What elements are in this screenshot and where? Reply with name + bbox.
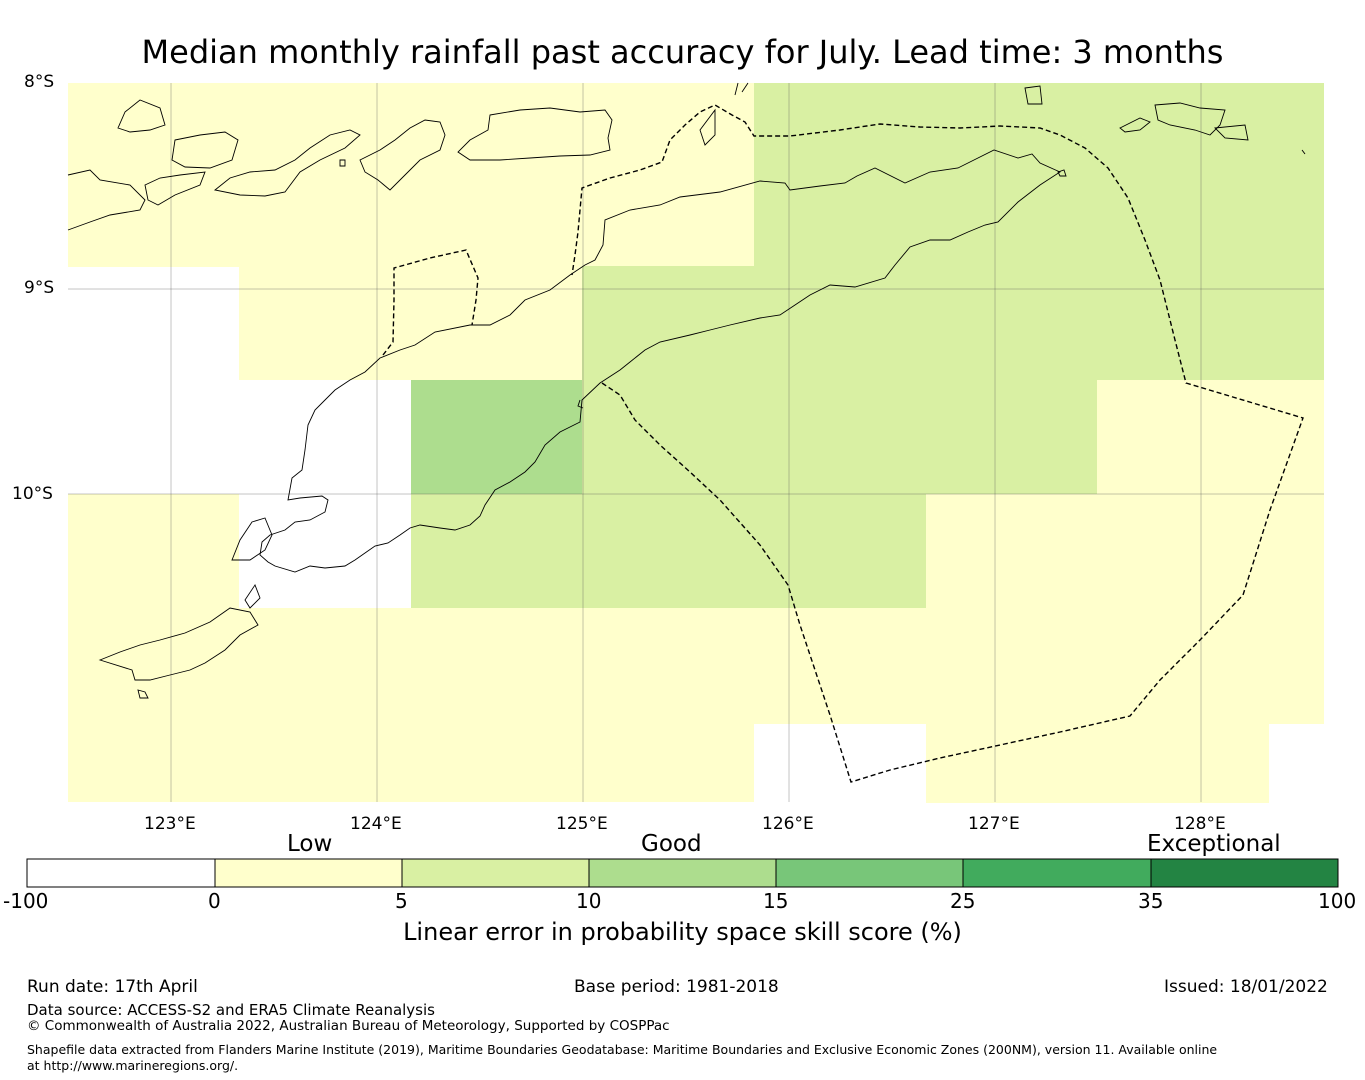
- colorbar-tick: -100: [3, 889, 49, 913]
- coastline-north-misc: [734, 82, 749, 96]
- run-date: Run date: 17th April: [27, 977, 198, 997]
- colorbar-segment: [26, 858, 216, 888]
- cell-good: [582, 266, 1324, 380]
- coastline-flores-east: [67, 169, 146, 231]
- coastline-tiny-3: [339, 159, 346, 167]
- coastline-lembata: [117, 99, 166, 133]
- map-title: Median monthly rainfall past accuracy fo…: [141, 33, 1224, 71]
- coastline-jaco: [699, 108, 716, 146]
- colorbar-tick: 10: [576, 889, 602, 913]
- coastline-alor: [171, 131, 239, 169]
- shapefile-note: Shapefile data extracted from Flanders M…: [27, 1042, 1218, 1073]
- lon-label: 126°E: [762, 814, 814, 834]
- cell-low: [926, 494, 1324, 724]
- coastline-wetar: [457, 107, 613, 161]
- cell-low: [239, 266, 582, 380]
- colorbar-category-good: Good: [641, 831, 702, 857]
- coastline-lakor: [1214, 124, 1249, 141]
- coastline-leti: [1119, 117, 1151, 133]
- colorbar-tick: 15: [763, 889, 789, 913]
- colorbar-label: Linear error in probability space skill …: [403, 918, 962, 946]
- colorbar-segment: [962, 858, 1152, 888]
- coastline-atauro: [359, 119, 446, 191]
- issued-date: Issued: 18/01/2022: [1164, 977, 1328, 997]
- cell-good: [582, 380, 1097, 494]
- copyright: © Commonwealth of Australia 2022, Austra…: [27, 1018, 670, 1034]
- cell-good: [411, 494, 926, 608]
- colorbar-tick: 25: [950, 889, 976, 913]
- coastline-oecusse: [577, 399, 584, 409]
- coastline-small-1: [144, 171, 206, 206]
- maritime-boundary: [382, 104, 1304, 783]
- coastline-sawu-tip: [231, 517, 273, 561]
- data-source: Data source: ACCESS-S2 and ERA5 Climate …: [27, 1001, 435, 1019]
- colorbar-segment: [588, 858, 777, 888]
- coastline-tiny-2: [1057, 169, 1067, 177]
- coastline-kisar: [1024, 85, 1043, 105]
- eez-oecusse: [382, 249, 479, 356]
- cell-low: [68, 494, 239, 802]
- lon-label: 125°E: [556, 814, 608, 834]
- cell-good-high: [411, 380, 582, 494]
- coastline-moa: [1154, 102, 1226, 136]
- cell-low: [926, 723, 1269, 803]
- coastlines: [67, 82, 1306, 699]
- coastline-pantar: [213, 129, 361, 197]
- lat-label: 10°S: [12, 484, 53, 504]
- lon-label: 128°E: [1174, 814, 1226, 834]
- cell-good: [754, 83, 1324, 267]
- coastline-rote: [98, 607, 259, 681]
- cell-low: [1097, 380, 1324, 494]
- base-period: Base period: 1981-2018: [574, 977, 779, 997]
- coastline-tiny-1: [1301, 149, 1306, 155]
- colorbar-tick: 35: [1138, 889, 1164, 913]
- gridlines: [68, 83, 1324, 802]
- lon-label: 123°E: [144, 814, 196, 834]
- lon-label: 124°E: [350, 814, 402, 834]
- cell-low: [239, 608, 754, 802]
- colorbar-tick: 5: [395, 889, 408, 913]
- colorbar-segment: [214, 858, 403, 888]
- colorbar: [26, 858, 1339, 888]
- lon-label: 127°E: [968, 814, 1020, 834]
- lat-label: 9°S: [24, 278, 55, 298]
- colorbar-segment: [775, 858, 964, 888]
- coastline-timor: [259, 149, 1061, 573]
- colorbar-segment: [1150, 858, 1339, 888]
- coastline-semau: [244, 584, 261, 609]
- colorbar-tick: 0: [208, 889, 221, 913]
- eez-main: [571, 104, 1304, 783]
- cell-low: [754, 608, 926, 724]
- colorbar-category-low: Low: [287, 831, 333, 857]
- lat-label: 8°S: [24, 72, 55, 92]
- skill-cells: [68, 83, 1324, 803]
- coastline-ndao: [137, 689, 149, 699]
- colorbar-category-exceptional: Exceptional: [1147, 831, 1281, 857]
- colorbar-tick: 100: [1318, 889, 1357, 913]
- colorbar-segment: [401, 858, 590, 888]
